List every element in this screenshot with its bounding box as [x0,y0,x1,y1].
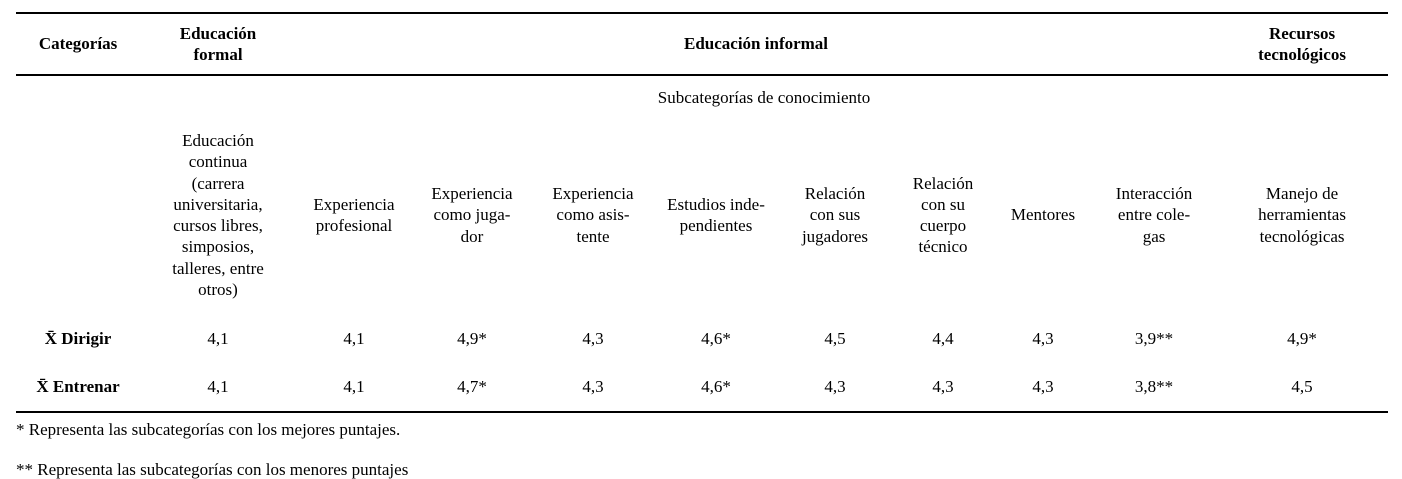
value-cell: 4,5 [1216,363,1389,413]
column-header-estudios-independientes: Estudios inde- pendientes [667,194,765,235]
value-cell: 4,3 [582,329,604,349]
value-cell-best: 4,7* [412,363,532,413]
header-educacion-informal: Educación informal [296,12,1217,76]
header-categorias: Categorías [16,12,140,76]
value-cell: 4,4 [932,329,954,349]
footnote-best-scores: * Representa las subcategorías con los m… [16,420,401,439]
empty-cell [16,75,140,115]
value-cell-best: 4,6* [654,363,778,413]
subcategories-title: Subcategorías de conocimiento [657,88,871,108]
table-row-dirigir: X̄ Dirigir 4,1 4,1 4,9* 4,3 4,6* 4,5 4,4… [16,315,1388,363]
column-header-experiencia-jugador: Experiencia como juga- dor [431,184,513,246]
column-header-relacion-cuerpo-tecnico: Relación con su cuerpo técnico [912,173,974,257]
category-header-row: Categorías Educación formal Educación in… [16,12,1389,76]
column-header-row: Educación continua (carrera universitari… [16,115,1388,315]
value-cell: 4,1 [343,329,365,349]
value-cell: 4,3 [778,363,892,413]
value-cell: 4,1 [140,363,296,413]
value-cell: 4,1 [207,329,229,349]
row-label-dirigir: X̄ Dirigir [44,329,112,349]
empty-cell [16,115,140,315]
value-cell: 4,3 [994,363,1092,413]
footnote-worst-scores: ** Representa las subcategorías con los … [16,460,409,479]
table-footnotes: * Representa las subcategorías con los m… [16,420,1388,479]
column-header-educacion-continua: Educación continua (carrera universitari… [172,131,264,299]
value-cell-best: 4,6* [701,329,731,349]
table-row-entrenar: X̄ Entrenar 4,1 4,1 4,7* 4,3 4,6* 4,3 4,… [16,363,1389,413]
value-cell: 4,3 [532,363,654,413]
value-cell-best: 4,9* [1287,329,1317,349]
value-cell: 4,5 [824,329,846,349]
column-header-interaccion-colegas: Interacción entre cole- gas [1115,184,1193,246]
column-header-relacion-jugadores: Relación con sus jugadores [801,184,869,246]
value-cell: 4,1 [296,363,412,413]
row-label-entrenar: X̄ Entrenar [16,363,140,413]
header-educacion-formal: Educación formal [140,12,296,76]
column-header-experiencia-asistente: Experiencia como asis- tente [552,184,634,246]
header-recursos-tecnologicos: Recursos tecnológicos [1216,12,1389,76]
value-cell-best: 4,9* [457,329,487,349]
value-cell-worst: 3,8** [1092,363,1217,413]
knowledge-subcategories-table: Categorías Educación formal Educación in… [16,12,1389,413]
value-cell-worst: 3,9** [1134,329,1174,349]
value-cell: 4,3 [1032,329,1054,349]
column-header-experiencia-profesional: Experiencia profesional [313,194,395,235]
value-cell: 4,3 [892,363,994,413]
subtitle-row: Subcategorías de conocimiento [16,75,1388,115]
column-header-mentores: Mentores [1010,205,1076,225]
column-header-manejo-herramientas: Manejo de herramientas tecnológicas [1258,184,1346,246]
